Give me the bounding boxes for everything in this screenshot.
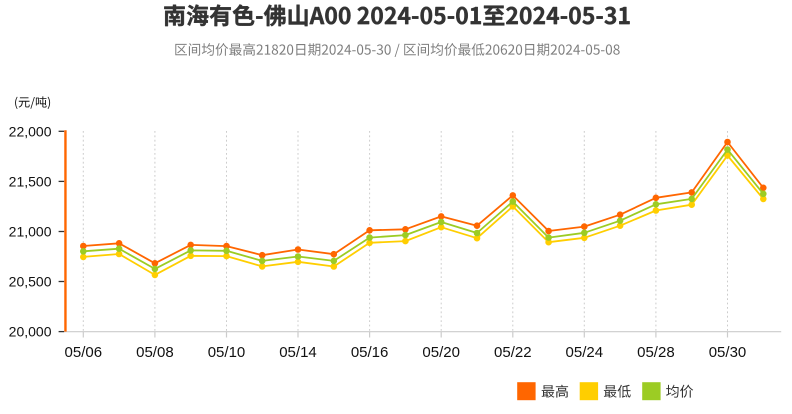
svg-text:05/14: 05/14 (279, 344, 317, 361)
svg-text:05/30: 05/30 (709, 344, 747, 361)
svg-text:22,000: 22,000 (9, 123, 52, 139)
svg-text:21,000: 21,000 (9, 224, 52, 240)
svg-text:05/16: 05/16 (351, 344, 389, 361)
svg-text:05/08: 05/08 (136, 344, 174, 361)
svg-text:05/06: 05/06 (65, 344, 103, 361)
svg-text:20,500: 20,500 (9, 274, 52, 290)
svg-text:20,000: 20,000 (9, 324, 52, 340)
svg-text:05/22: 05/22 (494, 344, 532, 361)
svg-text:05/10: 05/10 (208, 344, 246, 361)
svg-text:21,500: 21,500 (9, 173, 52, 189)
svg-text:05/28: 05/28 (637, 344, 675, 361)
svg-text:05/24: 05/24 (566, 344, 604, 361)
svg-text:05/20: 05/20 (422, 344, 460, 361)
